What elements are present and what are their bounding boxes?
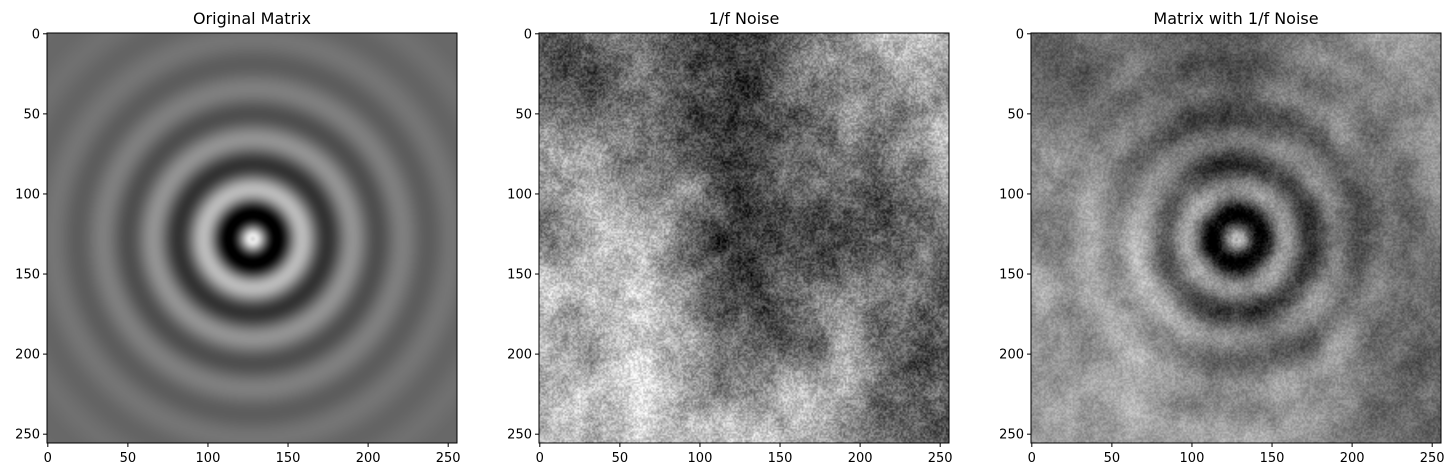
y-tick-label: 150	[507, 268, 532, 283]
chart-title: Original Matrix	[193, 9, 311, 28]
y-tick-label: 150	[15, 268, 40, 283]
x-tick-label: 100	[1180, 451, 1205, 466]
y-tick-label: 0	[1016, 27, 1024, 42]
x-tick-label: 200	[356, 451, 381, 466]
heatmap-image	[1031, 33, 1441, 443]
x-tick-label: 150	[276, 451, 301, 466]
x-tick-label: 200	[848, 451, 873, 466]
x-tick-label: 50	[612, 451, 629, 466]
heatmap-image	[539, 33, 949, 443]
x-tick-label: 0	[44, 451, 52, 466]
axes-frame	[1030, 32, 1442, 444]
chart-title: Matrix with 1/f Noise	[1153, 9, 1318, 28]
y-tick-label: 200	[507, 348, 532, 363]
y-tick-label: 200	[999, 348, 1024, 363]
y-tick-label: 250	[507, 428, 532, 443]
y-tick-label: 50	[1007, 107, 1024, 122]
y-tick-label: 250	[999, 428, 1024, 443]
chart-title: 1/f Noise	[709, 9, 780, 28]
chart-svg: 1/f Noise 0 50 100 150 200 250 0 50 100 150 200 250	[507, 9, 953, 466]
x-tick-label: 250	[436, 451, 461, 466]
axes-frame	[46, 32, 458, 444]
y-tick-label: 0	[32, 27, 40, 42]
x-tick-label: 150	[1260, 451, 1285, 466]
y-tick-label: 50	[515, 107, 532, 122]
y-tick-label: 100	[15, 187, 40, 202]
y-tick-label: 100	[507, 187, 532, 202]
x-tick-label: 0	[536, 451, 544, 466]
x-tick-label: 0	[1028, 451, 1036, 466]
x-tick-label: 200	[1340, 451, 1365, 466]
x-tick-label: 150	[768, 451, 793, 466]
x-tick-label: 100	[688, 451, 713, 466]
panel-matrix-with-noise: Matrix with 1/f Noise 0 50 100 150 200 250 0 50 1…	[984, 0, 1455, 476]
chart-svg: Original Matrix 0 50 100 150 200 250 0 50 100 150 2…	[15, 9, 461, 466]
y-tick-label: 200	[15, 348, 40, 363]
y-tick-label: 250	[15, 428, 40, 443]
panel-noise: 1/f Noise 0 50 100 150 200 250 0 50 100 150 200 250	[492, 0, 972, 476]
chart-svg: Matrix with 1/f Noise 0 50 100 150 200 250 0 50 1…	[999, 9, 1445, 466]
y-tick-label: 100	[999, 187, 1024, 202]
axes-frame	[538, 32, 950, 444]
y-tick-label: 150	[999, 268, 1024, 283]
y-tick-label: 0	[524, 27, 532, 42]
x-tick-label: 50	[1104, 451, 1121, 466]
y-tick-label: 50	[23, 107, 40, 122]
x-tick-label: 250	[928, 451, 953, 466]
x-tick-label: 100	[196, 451, 221, 466]
x-tick-label: 50	[120, 451, 137, 466]
heatmap-image	[47, 33, 457, 443]
panel-original-matrix: Original Matrix 0 50 100 150 200 250 0 50 100 150 2…	[0, 0, 480, 476]
x-tick-label: 250	[1420, 451, 1445, 466]
